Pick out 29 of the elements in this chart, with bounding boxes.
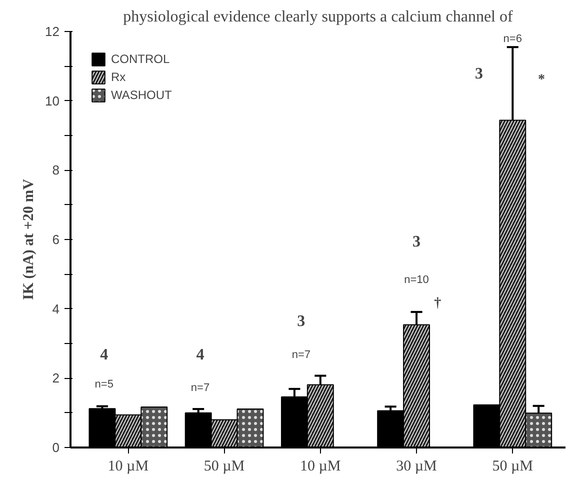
x-tick-label: 50 µM <box>204 458 245 474</box>
annotation: n=7 <box>292 348 311 361</box>
annotation: † <box>434 296 442 311</box>
x-tick-label: 50 µM <box>492 458 534 474</box>
annotation: n=5 <box>94 378 114 390</box>
annotation: 4 <box>196 346 204 364</box>
x-tick-label: 30 µM <box>396 458 437 474</box>
y-axis-title: IK (nA) at +20 mV <box>21 178 38 300</box>
annotation: 3 <box>474 66 483 83</box>
legend-label: Rx <box>111 70 127 84</box>
y-tick-label: 4 <box>52 301 60 316</box>
y-tick-label: 6 <box>52 232 60 247</box>
text: physiological evidence clearly supports a calcium channel of <box>123 8 514 26</box>
y-tick-label: 12 <box>45 24 60 39</box>
annotation: n=10 <box>404 274 429 286</box>
annotation: n=6 <box>503 33 522 46</box>
annotation: * <box>538 72 545 88</box>
y-tick-label: 0 <box>52 440 60 455</box>
annotation: 3 <box>412 234 421 251</box>
y-tick-label: 10 <box>45 93 60 108</box>
x-tick-label: 10 µM <box>300 458 341 474</box>
y-tick-label: 2 <box>52 370 60 386</box>
annotation: n=7 <box>190 382 210 394</box>
legend-label: WASHOUT <box>111 88 172 102</box>
legend-label: CONTROL <box>111 52 170 66</box>
annotation: 4 <box>100 346 108 364</box>
y-tick-label: 8 <box>52 162 60 178</box>
x-tick-label: 10 µM <box>108 458 149 474</box>
annotation: 3 <box>297 312 306 330</box>
